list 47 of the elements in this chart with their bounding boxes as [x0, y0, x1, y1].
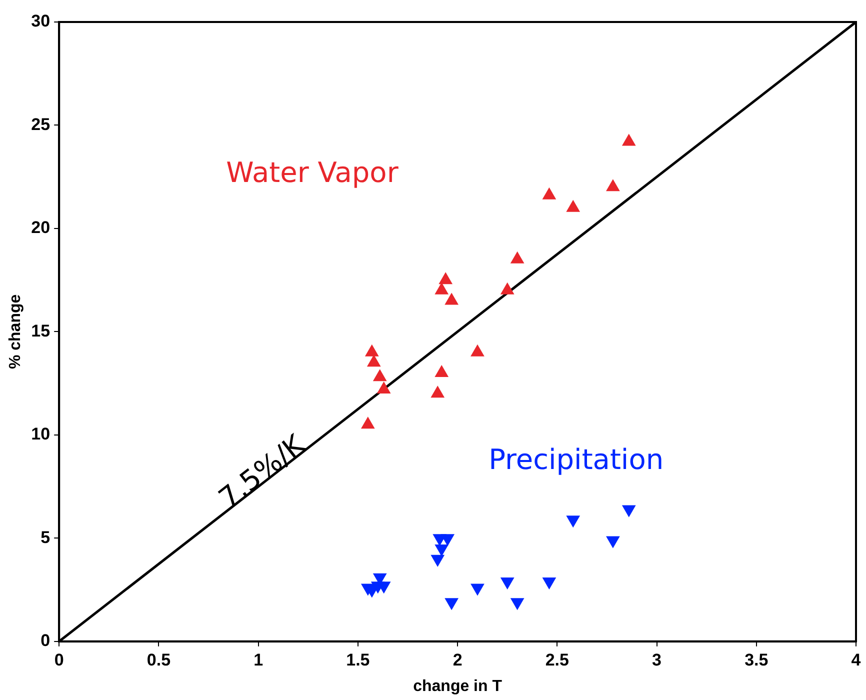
- point: [444, 292, 459, 305]
- point: [606, 536, 620, 548]
- point: [444, 598, 459, 610]
- point: [500, 578, 514, 590]
- x-tick-label: 0.5: [146, 650, 171, 670]
- y-tick-label: 0: [40, 631, 50, 650]
- point: [434, 544, 449, 556]
- y-axis-title: % change: [7, 294, 24, 370]
- point: [430, 386, 445, 398]
- point: [606, 179, 620, 192]
- x-axis-title: change in T: [413, 678, 502, 695]
- y-tick-label: 15: [31, 321, 50, 340]
- point: [440, 534, 455, 546]
- point: [542, 187, 556, 200]
- point: [566, 516, 580, 528]
- x-tick-label: 0: [54, 650, 64, 670]
- point: [622, 505, 636, 518]
- y-tick-label: 10: [31, 424, 50, 444]
- y-tick-label: 5: [40, 528, 50, 547]
- y-tick-label: 20: [31, 218, 50, 238]
- point: [434, 364, 449, 377]
- series-label: Precipitation: [488, 442, 664, 476]
- point: [470, 344, 484, 356]
- point: [566, 200, 580, 212]
- text: Water Vapor: [226, 156, 399, 189]
- point: [372, 369, 387, 382]
- point: [500, 282, 514, 294]
- y-tick-label: 25: [31, 114, 50, 134]
- x-tick-label: 1.5: [346, 650, 370, 670]
- x-tick-label: 4: [851, 650, 862, 670]
- x-tick-label: 2: [452, 650, 462, 670]
- point: [430, 554, 445, 567]
- point: [510, 598, 524, 610]
- y-tick-label: 30: [31, 12, 50, 31]
- point: [438, 272, 453, 284]
- x-tick-label: 3.5: [744, 650, 768, 670]
- point: [366, 354, 381, 367]
- x-tick-label: 2.5: [545, 650, 569, 670]
- point: [510, 251, 524, 264]
- point: [470, 584, 484, 596]
- x-tick-label: 3: [652, 650, 662, 670]
- point: [376, 582, 391, 594]
- point: [364, 344, 379, 356]
- point: [542, 578, 556, 590]
- point: [434, 282, 449, 294]
- point: [376, 382, 391, 394]
- x-tick-label: 1: [254, 650, 264, 670]
